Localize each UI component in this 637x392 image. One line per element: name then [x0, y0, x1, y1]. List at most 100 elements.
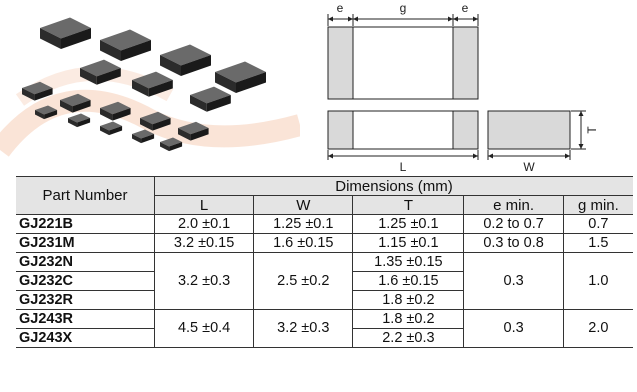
capacitor-chip-front: [61, 28, 91, 49]
capacitor-chip: [132, 71, 173, 89]
L-cell: 3.2 ±0.15: [153, 233, 255, 253]
capacitor-chip-front: [96, 68, 121, 85]
capacitor-chip-side: [100, 40, 121, 61]
table-row: GJ243X 2.2 ±0.3: [16, 328, 633, 348]
capacitor-chip-front: [169, 142, 183, 152]
capacitor-chip-side: [21, 88, 35, 101]
capacitor-chip-side: [68, 118, 78, 128]
W-cell: 3.2 ±0.3: [253, 309, 354, 348]
T-cell: 1.15 ±0.1: [352, 233, 465, 253]
capacitor-chip-side: [80, 68, 97, 85]
T-cell: 2.2 ±0.3: [352, 328, 464, 348]
capacitor-chip-front: [206, 95, 231, 112]
header-L: L: [154, 195, 255, 215]
dim-g-label: g: [400, 1, 407, 15]
T-cell: 1.35 ±0.15: [352, 252, 465, 272]
T-cell: 1.8 ±0.2: [352, 290, 464, 310]
T-cell: 1.8 ±0.2: [352, 309, 465, 329]
capacitor-chip-side: [140, 118, 153, 131]
capacitor-chip: [160, 44, 211, 66]
header-W: W: [253, 195, 354, 215]
e-min-cell: 0.3: [463, 252, 564, 310]
W-cell: 2.5 ±0.2: [253, 252, 354, 310]
capacitor-chip-side: [160, 55, 181, 76]
T-cell: 1.25 ±0.1: [352, 214, 465, 234]
capacitor-chip: [140, 111, 171, 125]
L-cell: 4.5 ±0.4: [153, 309, 255, 348]
capacitor-chip-side: [190, 95, 207, 112]
capacitor-chip: [215, 61, 266, 83]
dimension-drawing: e g e L W T: [327, 1, 599, 174]
capacitor-chip-side: [100, 126, 110, 136]
capacitor-chip-side: [215, 72, 236, 93]
capacitor-chip: [160, 137, 183, 147]
capacitor-chip-front: [109, 126, 123, 136]
capacitor-chip-front: [190, 128, 209, 141]
part-number-cell: GJ221B: [16, 214, 155, 234]
table-row: GJ221B 2.0 ±0.1 1.25 ±0.1 1.25 ±0.1 0.2 …: [16, 214, 633, 234]
dimensions-table: Part Number Dimensions (mm) L W T e min.…: [16, 176, 633, 348]
header-g-min: g min.: [562, 195, 633, 215]
capacitor-chip-side: [100, 108, 113, 121]
capacitor-chip: [40, 17, 91, 39]
e-min-cell: 0.3 to 0.8: [463, 233, 564, 253]
W-cell: 1.25 ±0.1: [253, 214, 354, 234]
g-min-cell: 2.0: [562, 309, 633, 348]
table-header-row: Part Number Dimensions (mm): [16, 176, 633, 215]
table-subheader-row: L W T e min. g min.: [16, 195, 633, 215]
header-T: T: [352, 195, 465, 215]
capacitor-chip: [60, 93, 91, 107]
part-number-cell: GJ232N: [16, 252, 155, 272]
dim-e-left-label: e: [337, 1, 344, 15]
capacitor-chip-side: [132, 80, 149, 97]
dim-W-label: W: [523, 160, 535, 174]
capacitor-chip-side: [40, 28, 61, 49]
capacitor-chip-side: [132, 134, 142, 144]
capacitor-chip-front: [181, 55, 211, 76]
capacitor-chip: [100, 121, 123, 131]
capacitor-chip-side: [60, 100, 73, 113]
L-cell: 3.2 ±0.3: [153, 252, 255, 310]
capacitor-chip-side: [35, 110, 45, 120]
capacitor-chip: [68, 113, 91, 123]
part-number-cell: GJ231M: [16, 233, 155, 253]
e-min-cell: 0.3: [463, 309, 564, 348]
e-min-cell: 0.2 to 0.7: [463, 214, 564, 234]
capacitor-chip: [22, 81, 53, 95]
header-e-min: e min.: [463, 195, 564, 215]
capacitor-chip: [132, 129, 155, 139]
part-number-cell: GJ232R: [16, 290, 155, 310]
capacitor-chip-front: [44, 110, 58, 120]
capacitor-chip-front: [72, 100, 91, 113]
capacitor-chip: [80, 59, 121, 77]
T-cell: 1.6 ±0.15: [352, 271, 464, 291]
capacitor-chip-front: [34, 88, 53, 101]
dim-L-label: L: [400, 160, 407, 174]
capacitor-chip-side: [178, 128, 191, 141]
W-cell: 1.6 ±0.15: [253, 233, 354, 253]
dim-T-label: T: [585, 126, 599, 134]
table-row: GJ243R 4.5 ±0.4 3.2 ±0.3 1.8 ±0.2 0.3 2.…: [16, 309, 633, 348]
capacitor-chip-front: [236, 72, 266, 93]
capacitor-chip-front: [112, 108, 131, 121]
header-part-number: Part Number: [16, 176, 155, 215]
capacitor-chip-front: [148, 80, 173, 97]
capacitor-chip-side: [160, 142, 170, 152]
capacitor-chip-front: [141, 134, 155, 144]
table-row: GJ231M 3.2 ±0.15 1.6 ±0.15 1.15 ±0.1 0.3…: [16, 233, 633, 253]
capacitor-chip: [35, 105, 58, 115]
capacitor-chip-front: [152, 118, 171, 131]
capacitor-chip: [178, 121, 209, 135]
capacitor-chip: [100, 29, 151, 51]
g-min-cell: 1.5: [562, 233, 633, 253]
g-min-cell: 0.7: [562, 214, 633, 234]
capacitor-chips-photo: [21, 17, 266, 152]
part-number-cell: GJ232C: [16, 271, 155, 291]
capacitor-chip-front: [77, 118, 91, 128]
g-min-cell: 1.0: [562, 252, 633, 310]
capacitor-chip-front: [121, 40, 151, 61]
capacitor-chip: [190, 86, 231, 104]
capacitor-chip: [100, 101, 131, 115]
dim-e-right-label: e: [462, 1, 469, 15]
table-row: GJ232N 3.2 ±0.3 2.5 ±0.2 1.35 ±0.15 0.3 …: [16, 252, 633, 310]
